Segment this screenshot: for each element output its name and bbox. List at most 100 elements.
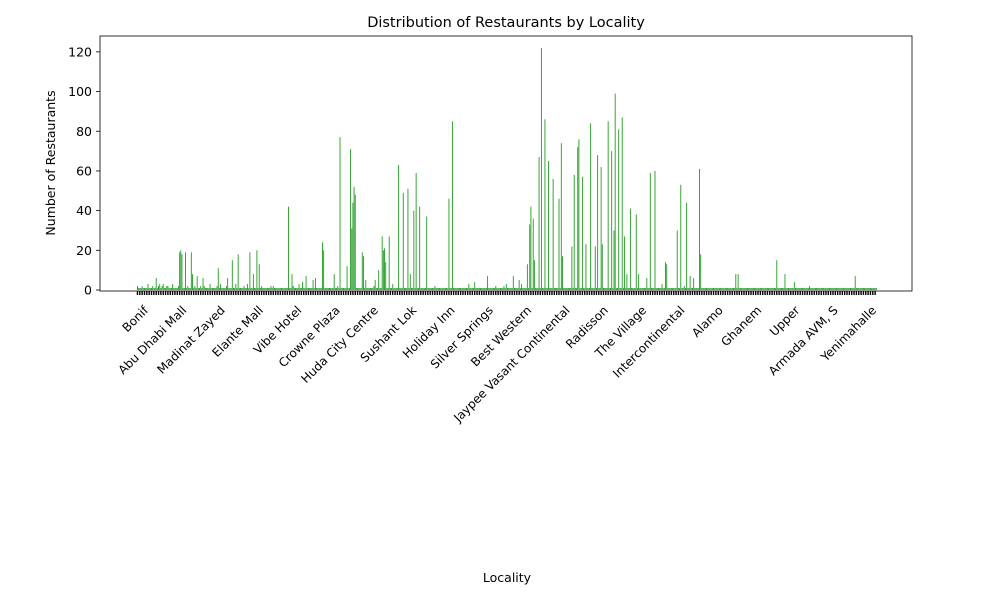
bar: [379, 288, 381, 290]
bar: [144, 288, 145, 290]
bar: [257, 288, 259, 290]
bar: [791, 288, 793, 290]
bar: [723, 288, 725, 290]
bar: [282, 288, 284, 290]
bar: [393, 288, 395, 290]
bar: [701, 288, 703, 290]
bar: [550, 288, 552, 290]
bar: [430, 288, 432, 290]
bar: [403, 288, 405, 290]
bar: [355, 288, 357, 290]
bar: [316, 288, 318, 290]
bar: [466, 288, 467, 290]
bar: [241, 288, 243, 290]
bar: [738, 288, 740, 290]
bar: [504, 288, 506, 290]
bar: [608, 288, 610, 290]
bar: [499, 288, 501, 290]
y-tick-label: 0: [84, 283, 92, 298]
bar: [446, 288, 448, 290]
bar: [518, 280, 520, 290]
bar: [473, 288, 474, 290]
bar: [785, 288, 787, 290]
bar: [549, 288, 551, 290]
bar: [679, 288, 681, 290]
bar: [249, 252, 251, 290]
bar: [463, 288, 465, 290]
bar: [789, 288, 791, 290]
bar: [804, 288, 806, 290]
bar: [162, 284, 164, 290]
bar: [202, 278, 204, 290]
bar: [236, 288, 238, 290]
bar: [270, 286, 272, 290]
bar: [275, 288, 277, 290]
bar: [237, 254, 239, 290]
bar: [577, 147, 579, 291]
bar: [651, 288, 652, 290]
bar: [203, 286, 205, 290]
bar: [371, 288, 373, 290]
bar: [199, 288, 200, 290]
bar: [826, 288, 828, 290]
bar: [749, 288, 751, 290]
bar: [227, 278, 229, 290]
bar: [682, 288, 684, 290]
bar: [737, 274, 739, 291]
bar: [319, 288, 321, 290]
bar: [443, 288, 445, 290]
bar: [140, 288, 142, 290]
bar: [314, 278, 316, 290]
bar: [386, 288, 388, 290]
bar: [729, 288, 731, 290]
bar: [619, 288, 621, 290]
bar: [643, 288, 645, 290]
bar: [434, 286, 436, 290]
bar: [814, 288, 816, 290]
bar: [690, 288, 692, 290]
bar: [850, 288, 852, 290]
bar: [537, 288, 539, 290]
bar: [370, 288, 371, 290]
bar: [721, 288, 723, 290]
bar: [276, 288, 278, 290]
bar: [734, 288, 736, 290]
bar: [285, 288, 287, 290]
bar: [631, 288, 633, 290]
bar: [573, 174, 575, 290]
bar: [779, 288, 781, 290]
bar: [560, 143, 562, 290]
bar: [273, 288, 275, 290]
bar: [297, 288, 299, 290]
bar: [700, 254, 702, 290]
plot-frame: [99, 35, 913, 292]
bar: [353, 186, 355, 290]
bar: [494, 288, 496, 290]
bar: [834, 288, 836, 290]
bar: [672, 288, 674, 290]
bar: [545, 288, 547, 290]
bar: [148, 288, 150, 290]
bar: [551, 288, 553, 290]
bar: [846, 288, 848, 290]
bar: [857, 288, 859, 290]
bar: [325, 288, 327, 290]
bar: [732, 288, 734, 290]
bar: [622, 288, 624, 290]
bar: [538, 157, 540, 290]
bar: [402, 192, 404, 290]
bar: [420, 288, 422, 290]
bar: [803, 288, 805, 290]
bar: [492, 288, 494, 290]
bar: [564, 288, 566, 290]
bar: [580, 288, 582, 290]
bar: [565, 288, 567, 290]
bar: [765, 288, 767, 290]
bar: [841, 288, 843, 290]
bar: [427, 288, 429, 290]
bar: [556, 288, 558, 290]
bar: [806, 288, 808, 290]
bar: [717, 288, 719, 290]
bar: [489, 288, 491, 290]
